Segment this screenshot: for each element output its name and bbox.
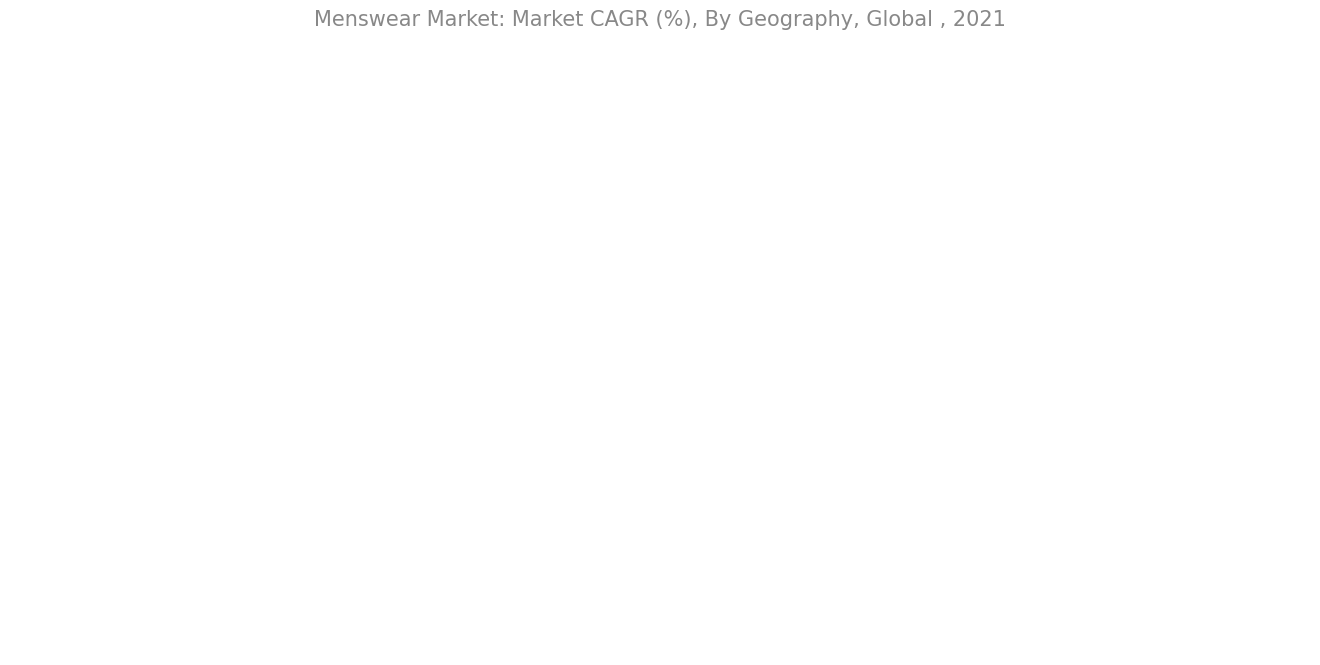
Title: Menswear Market: Market CAGR (%), By Geography, Global , 2021: Menswear Market: Market CAGR (%), By Geo… bbox=[314, 10, 1006, 30]
